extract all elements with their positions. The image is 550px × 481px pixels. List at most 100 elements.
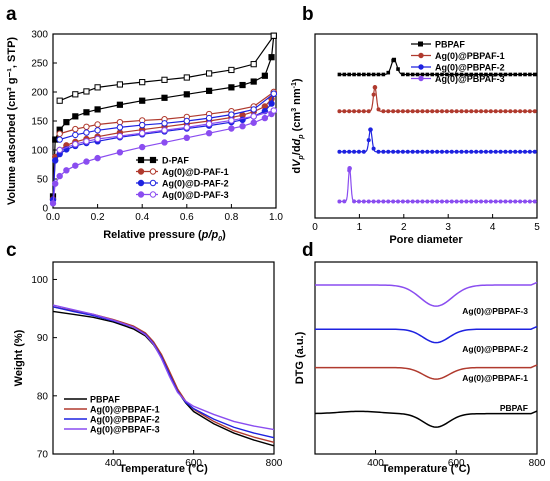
data-point (386, 199, 391, 204)
data-point (356, 149, 361, 154)
data-point (464, 72, 469, 77)
data-point (381, 72, 386, 77)
data-point (405, 199, 410, 204)
data-point (444, 109, 449, 114)
data-point (483, 199, 488, 204)
data-point (523, 72, 527, 77)
x-axis-title: Temperature (°C) (382, 463, 471, 475)
data-point (420, 72, 425, 77)
panel-d-frame (314, 261, 538, 455)
data-point (493, 149, 498, 154)
desorption-point (250, 113, 257, 120)
data-point (337, 199, 342, 204)
data-point (401, 72, 405, 77)
y-tick-label: 300 (31, 30, 48, 41)
series-Ag(0)@PBPAF-2: Ag(0)@PBPAF-2 (315, 325, 538, 354)
data-point (498, 149, 503, 154)
x-axis-title: Temperature (°C) (119, 463, 208, 475)
adsorption-point (268, 100, 275, 107)
data-point (454, 72, 459, 77)
adsorption-point (72, 113, 79, 120)
legend-label: Ag(0)@D-PAF-3 (162, 190, 229, 200)
y-axis-title-part: p (298, 155, 305, 161)
data-point (484, 72, 488, 77)
y-axis-title-part: -1 (291, 82, 298, 88)
data-point (396, 199, 401, 204)
data-point (366, 109, 371, 114)
legend-label: Ag(0)@D-PAF-2 (162, 179, 229, 189)
legend-label: Ag(0)@PBPAF-2 (90, 415, 160, 425)
data-point (337, 149, 342, 154)
data-point (532, 72, 537, 77)
legend-marker-filled (137, 168, 145, 175)
series-line (315, 364, 538, 380)
x-axis-title-var: p/p (201, 229, 219, 241)
y-tick-label: 150 (31, 117, 48, 128)
data-point (352, 199, 357, 204)
data-point (396, 109, 401, 114)
desorption-point (83, 88, 90, 95)
data-point (386, 149, 391, 154)
peak-point (347, 166, 352, 171)
data-point (479, 109, 484, 114)
desorption-point (94, 121, 101, 128)
data-point (415, 72, 420, 77)
data-point (513, 72, 518, 77)
data-point (527, 109, 532, 114)
data-point (347, 149, 352, 154)
data-point (376, 199, 381, 204)
y-tick-label: 200 (31, 88, 48, 99)
data-point (523, 149, 528, 154)
data-point (479, 72, 483, 77)
data-point (361, 199, 366, 204)
data-point (528, 72, 532, 77)
data-point (518, 199, 523, 204)
data-point (420, 199, 425, 204)
data-point (337, 72, 342, 77)
adsorption-point (228, 125, 235, 132)
data-point (454, 109, 459, 114)
series-line (339, 168, 535, 203)
data-point (508, 149, 513, 154)
data-point (366, 72, 371, 77)
desorption-point (270, 32, 277, 39)
data-point (435, 149, 440, 154)
data-point (469, 199, 474, 204)
x-axis-title: Pore diameter (389, 234, 463, 246)
legend-marker-filled (137, 156, 145, 164)
y-tick-label: 50 (37, 175, 49, 186)
x-tick-label: 600 (185, 458, 202, 469)
data-point (518, 149, 523, 154)
adsorption-point (83, 109, 90, 116)
data-point (464, 199, 469, 204)
adsorption-point (49, 200, 57, 207)
desorption-line (59, 35, 275, 102)
data-point (532, 109, 537, 114)
x-tick-label: 600 (448, 458, 465, 469)
curve-label: Ag(0)@PBPAF-3 (462, 306, 528, 316)
data-point (362, 72, 366, 77)
data-point (400, 149, 405, 154)
data-point (430, 72, 435, 77)
data-point (425, 199, 430, 204)
legend-marker (418, 75, 424, 82)
data-point (532, 199, 537, 204)
data-point (483, 109, 488, 114)
desorption-point (94, 135, 101, 143)
adsorption-point (261, 72, 268, 79)
data-point (376, 107, 381, 112)
legend-label: Ag(0)@PBPAF-1 (435, 51, 505, 61)
legend-marker-filled (137, 179, 145, 187)
data-point (400, 109, 405, 114)
panel-letter-b: b (302, 4, 314, 25)
series-line (315, 281, 538, 307)
adsorption-point (94, 154, 101, 162)
desorption-point (228, 111, 235, 118)
peak-point (372, 85, 378, 90)
y-tick-label: 80 (37, 391, 49, 402)
data-point (347, 72, 351, 77)
legend-marker-filled (137, 191, 145, 198)
y-axis-title-part: d (291, 138, 303, 145)
desorption-point (161, 127, 168, 134)
